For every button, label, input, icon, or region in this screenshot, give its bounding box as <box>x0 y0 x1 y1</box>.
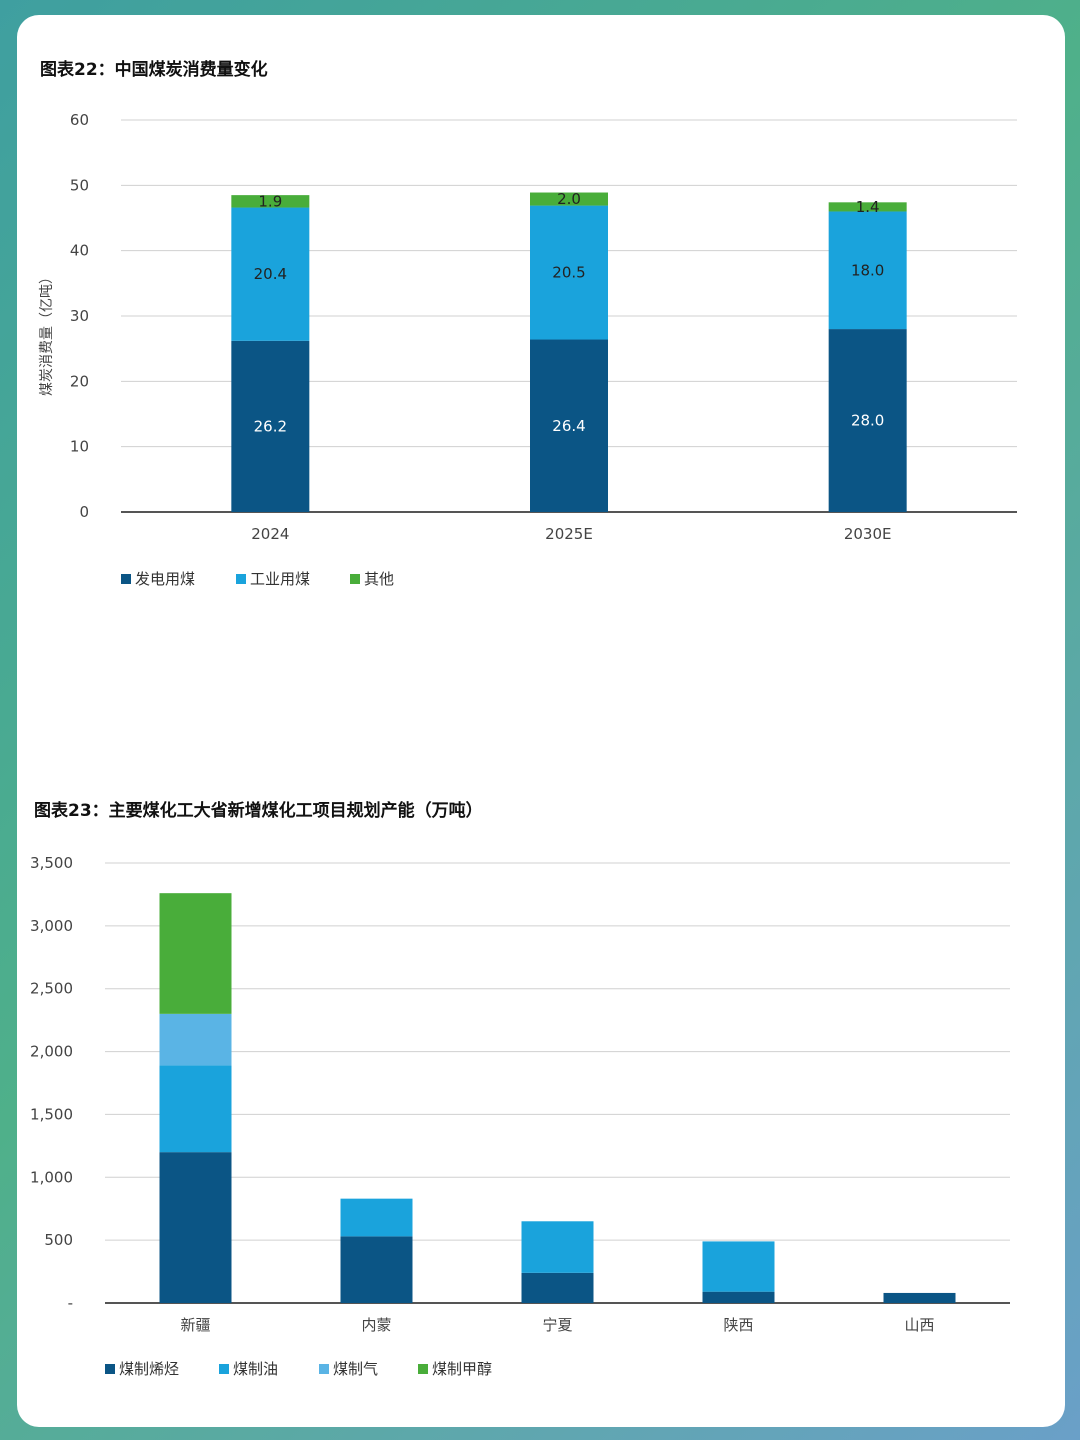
legend-label: 其他 <box>364 570 394 588</box>
x-tick-label: 山西 <box>904 1316 934 1334</box>
bar-segment <box>530 192 608 206</box>
y-tick-label: 10 <box>70 438 89 456</box>
data-label: 26.2 <box>254 417 287 435</box>
bar-segment <box>231 207 310 341</box>
bar-segment <box>702 1291 775 1303</box>
y-tick-label: 30 <box>70 307 89 325</box>
bar-segment <box>530 205 608 340</box>
bar-segment <box>159 1152 232 1303</box>
legend-label: 煤制气 <box>333 1360 378 1378</box>
data-label: 20.5 <box>552 264 585 282</box>
x-tick-label: 新疆 <box>180 1316 210 1334</box>
chart23-title: 图表23：主要煤化工大省新增煤化工项目规划产能（万吨） <box>34 801 483 821</box>
bar-segment <box>340 1198 413 1237</box>
x-tick-label: 内蒙 <box>361 1316 391 1334</box>
legend-swatch <box>105 1364 115 1374</box>
x-tick-label: 宁夏 <box>542 1316 572 1334</box>
legend-label: 发电用煤 <box>135 570 195 588</box>
data-label: 1.9 <box>258 192 282 210</box>
legend-swatch <box>350 574 360 584</box>
legend-swatch <box>418 1364 428 1374</box>
legend-swatch <box>121 574 131 584</box>
y-tick-label: 3,500 <box>30 854 73 872</box>
y-tick-label: 50 <box>70 176 89 194</box>
legend-swatch <box>319 1364 329 1374</box>
x-tick-label: 2030E <box>844 525 892 543</box>
data-label: 18.0 <box>851 261 884 279</box>
x-tick-label: 2024 <box>251 525 289 543</box>
y-axis-label: 煤炭消费量（亿吨） <box>39 270 55 396</box>
data-label: 2.0 <box>557 190 581 208</box>
legend-label: 煤制甲醇 <box>432 1360 492 1378</box>
data-label: 28.0 <box>851 412 884 430</box>
chart22-title: 图表22：中国煤炭消费量变化 <box>40 60 268 80</box>
data-label: 26.4 <box>552 417 585 435</box>
bar-segment <box>828 211 907 330</box>
bar-segment <box>521 1272 594 1303</box>
legend-label: 工业用煤 <box>250 570 310 588</box>
y-tick-label: 2,500 <box>30 980 73 998</box>
legend-label: 煤制油 <box>233 1360 278 1378</box>
bar-segment <box>231 195 310 208</box>
y-tick-label: 1,500 <box>30 1105 73 1123</box>
x-tick-label: 2025E <box>545 525 593 543</box>
y-tick-label: 500 <box>44 1231 73 1249</box>
x-tick-label: 陕西 <box>723 1316 753 1334</box>
bar-segment <box>340 1236 413 1303</box>
bar-segment <box>828 329 907 512</box>
y-tick-label: 60 <box>70 111 89 129</box>
report-card: 图表22：中国煤炭消费量变化 图表23：主要煤化工大省新增煤化工项目规划产能（万… <box>17 15 1065 1427</box>
y-tick-label: 3,000 <box>30 917 73 935</box>
bar-segment <box>159 893 232 1014</box>
y-tick-label: 40 <box>70 242 89 260</box>
bar-segment <box>702 1241 775 1292</box>
chart22-coal-consumption: 0 10 20 30 40 50 60 煤炭消费量（亿吨） 26.2 20.4 1.9 2024 26.… <box>39 111 1017 588</box>
legend-swatch <box>236 574 246 584</box>
bar-segment <box>530 339 608 512</box>
bar-segment <box>828 202 907 212</box>
legend-swatch <box>219 1364 229 1374</box>
chart23-coal-chemical-capacity: - 500 1,000 1,500 2,000 2,500 3,000 3,500 新疆 内蒙 宁夏… <box>30 854 1010 1378</box>
y-tick-label: 0 <box>79 503 89 521</box>
data-label: 1.4 <box>856 198 880 216</box>
bar-segment <box>159 1013 232 1066</box>
bar-segment <box>521 1221 594 1273</box>
bar-segment <box>231 340 310 512</box>
data-label: 20.4 <box>254 265 287 283</box>
y-tick-label: 20 <box>70 372 89 390</box>
legend-label: 煤制烯烃 <box>119 1360 179 1378</box>
y-tick-label: - <box>68 1294 73 1312</box>
bar-segment <box>883 1292 956 1303</box>
y-tick-label: 1,000 <box>30 1168 73 1186</box>
y-tick-label: 2,000 <box>30 1043 73 1061</box>
bar-segment <box>159 1065 232 1153</box>
